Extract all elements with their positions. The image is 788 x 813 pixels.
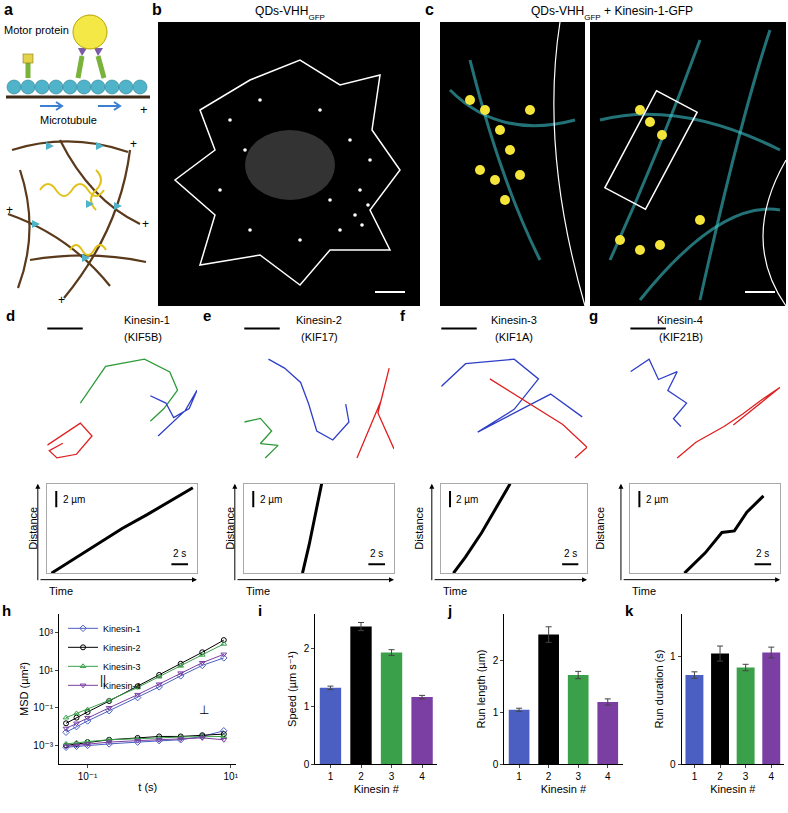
svg-text:2: 2	[493, 655, 499, 666]
svg-text:Kinesin #: Kinesin #	[710, 783, 756, 795]
svg-text:Motor protein: Motor protein	[4, 24, 69, 36]
svg-text:(KIF5B): (KIF5B)	[124, 331, 162, 343]
svg-text:Kinesin-1: Kinesin-1	[103, 624, 141, 634]
svg-text:Microtubule: Microtubule	[40, 114, 97, 126]
svg-text:Distance: Distance	[27, 507, 39, 550]
svg-text:2 s: 2 s	[564, 548, 577, 559]
svg-text:0: 0	[670, 759, 676, 770]
svg-text:4: 4	[768, 771, 774, 782]
svg-text:0: 0	[493, 759, 499, 770]
svg-text:2 s: 2 s	[370, 548, 383, 559]
svg-text:+: +	[140, 102, 148, 117]
svg-text:(KIF1A): (KIF1A)	[495, 331, 533, 343]
svg-text:1: 1	[328, 771, 334, 782]
svg-text:4: 4	[605, 771, 611, 782]
svg-text:2 s: 2 s	[173, 548, 186, 559]
svg-text:(KIF17): (KIF17)	[301, 331, 338, 343]
svg-text:Kinesin-3: Kinesin-3	[491, 314, 537, 326]
svg-text:f: f	[400, 307, 406, 324]
svg-text:QDs-VHHGFP + Kinesin-1-GFP: QDs-VHHGFP + Kinesin-1-GFP	[531, 4, 693, 22]
svg-text:t (s): t (s)	[138, 781, 157, 793]
svg-text:2 s: 2 s	[756, 548, 769, 559]
svg-text:e: e	[203, 307, 211, 324]
svg-text:Kinesin-3: Kinesin-3	[103, 662, 141, 672]
svg-text:4: 4	[419, 771, 425, 782]
svg-text:2: 2	[304, 643, 310, 654]
svg-text:Kinesin-2: Kinesin-2	[296, 314, 342, 326]
svg-text:10⁻¹: 10⁻¹	[78, 771, 98, 782]
svg-text:QDs-VHHGFP: QDs-VHHGFP	[255, 4, 325, 22]
svg-text:1: 1	[493, 707, 499, 718]
svg-text:2 µm: 2 µm	[63, 494, 85, 505]
svg-text:||: ||	[100, 673, 106, 687]
svg-text:Kinesin #: Kinesin #	[354, 783, 400, 795]
svg-text:Distance: Distance	[413, 507, 425, 550]
svg-text:Time: Time	[443, 585, 467, 597]
svg-text:+: +	[58, 293, 65, 307]
svg-text:g: g	[589, 307, 598, 324]
svg-text:10⁻¹: 10⁻¹	[33, 702, 53, 713]
svg-text:k: k	[625, 602, 634, 619]
svg-text:Run duration (s): Run duration (s)	[653, 650, 665, 729]
svg-text:10⁻³: 10⁻³	[33, 740, 53, 751]
svg-text:c: c	[425, 1, 434, 18]
svg-text:1: 1	[692, 771, 698, 782]
svg-text:10¹: 10¹	[39, 665, 54, 676]
svg-text:2: 2	[546, 771, 552, 782]
svg-text:Distance: Distance	[594, 507, 606, 550]
svg-text:Kinesin-4: Kinesin-4	[657, 314, 703, 326]
svg-text:Time: Time	[632, 585, 656, 597]
svg-text:MSD (µm²): MSD (µm²)	[18, 662, 30, 716]
svg-text:2: 2	[717, 771, 723, 782]
svg-text:3: 3	[575, 771, 581, 782]
svg-text:1: 1	[516, 771, 522, 782]
svg-text:Time: Time	[246, 585, 270, 597]
svg-text:⊥: ⊥	[199, 703, 209, 717]
svg-text:2 µm: 2 µm	[456, 494, 478, 505]
svg-text:(KIF21B): (KIF21B)	[659, 331, 703, 343]
svg-text:0: 0	[304, 759, 310, 770]
svg-text:j: j	[447, 602, 452, 619]
svg-text:Kinesin #: Kinesin #	[541, 783, 587, 795]
svg-text:10³: 10³	[39, 627, 54, 638]
svg-text:a: a	[4, 1, 13, 18]
svg-text:Kinesin-2: Kinesin-2	[103, 643, 141, 653]
svg-text:b: b	[152, 1, 162, 18]
svg-text:Kinesin-1: Kinesin-1	[124, 314, 170, 326]
svg-text:3: 3	[389, 771, 395, 782]
svg-text:3: 3	[743, 771, 749, 782]
svg-text:Kinesin-4: Kinesin-4	[103, 681, 141, 691]
svg-text:1: 1	[304, 701, 310, 712]
svg-text:Run length (µm): Run length (µm)	[475, 649, 487, 728]
svg-text:2: 2	[358, 771, 364, 782]
svg-text:2 µm: 2 µm	[260, 494, 282, 505]
svg-text:d: d	[6, 307, 15, 324]
svg-text:Distance: Distance	[224, 507, 236, 550]
svg-text:+: +	[142, 217, 149, 231]
svg-text:1: 1	[670, 651, 676, 662]
svg-text:Time: Time	[49, 585, 73, 597]
svg-text:i: i	[258, 602, 262, 619]
svg-text:2 µm: 2 µm	[646, 494, 668, 505]
svg-text:10¹: 10¹	[224, 771, 239, 782]
svg-text:+: +	[6, 203, 13, 217]
svg-text:h: h	[2, 602, 11, 619]
svg-text:+: +	[130, 137, 137, 151]
svg-text:Speed (µm s⁻¹): Speed (µm s⁻¹)	[286, 651, 298, 727]
